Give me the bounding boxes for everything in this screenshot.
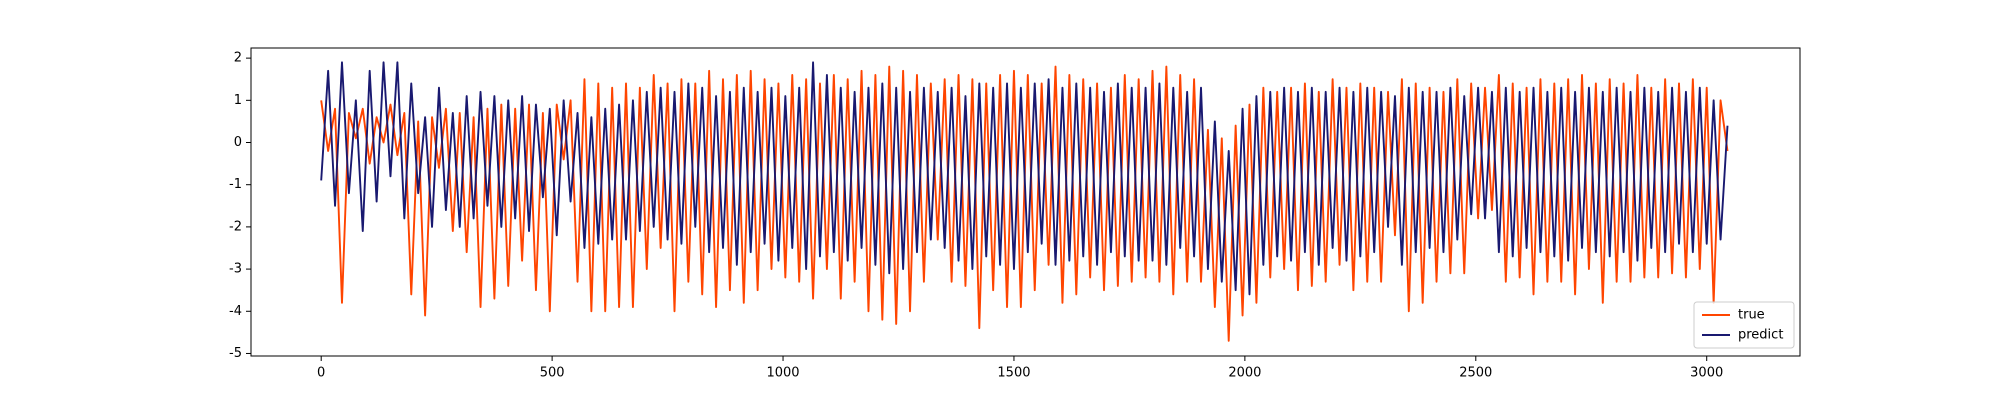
y-tick-label: -1 [229, 177, 242, 192]
x-tick-label: 500 [540, 366, 565, 381]
legend-box [1693, 301, 1795, 349]
x-tick-label: 1000 [766, 366, 799, 381]
y-tick-label: -2 [229, 219, 242, 234]
x-tick-label: 0 [317, 366, 325, 381]
x-tick-label: 2000 [1228, 366, 1261, 381]
y-tick-label: -3 [229, 262, 242, 277]
line-series [320, 61, 1729, 296]
x-tick-label: 1500 [997, 366, 1030, 381]
legend-label: predict [1738, 328, 1783, 343]
y-tick-label: 0 [234, 135, 242, 150]
y-tick-label: -4 [229, 304, 242, 319]
legend-label: true [1738, 308, 1765, 323]
x-tick-label: 2500 [1459, 366, 1492, 381]
x-tick-label: 3000 [1690, 366, 1723, 381]
axes-frame [250, 47, 1801, 357]
y-tick-label: 2 [234, 51, 242, 66]
y-tick-label: -5 [229, 346, 242, 361]
line-series [320, 65, 1729, 342]
y-tick-label: 1 [234, 93, 242, 108]
